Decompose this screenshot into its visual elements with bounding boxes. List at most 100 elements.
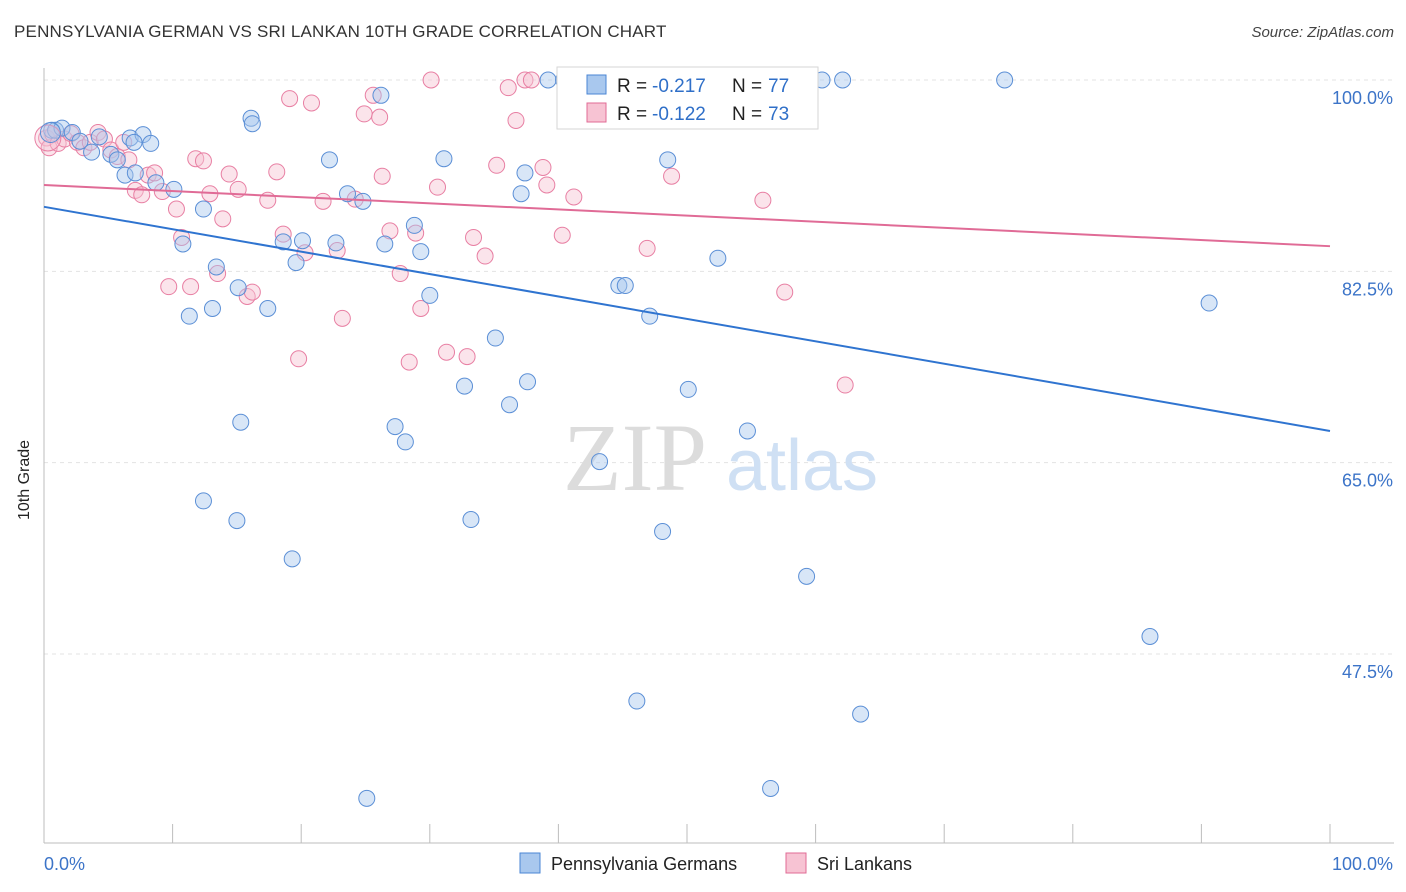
point-pennsylvania-germans (519, 373, 537, 391)
point-pennsylvania-germans (539, 71, 557, 89)
stats-legend-r-label: R = (617, 76, 647, 97)
y-tick-label: 82.5% (1342, 279, 1393, 299)
point-pennsylvania-germans (47, 121, 65, 139)
point-pennsylvania-germans (405, 216, 423, 234)
point-sri-lankans (281, 90, 299, 108)
point-pennsylvania-germans (501, 396, 519, 414)
point-pennsylvania-germans (180, 307, 198, 325)
point-pennsylvania-germans (274, 233, 292, 251)
point-pennsylvania-germans (738, 422, 756, 440)
point-pennsylvania-germans (142, 134, 160, 152)
point-sri-lankans (429, 178, 447, 196)
point-pennsylvania-germans (421, 286, 439, 304)
point-pennsylvania-germans (486, 329, 504, 347)
stats-legend-swatch-blue (586, 74, 607, 95)
stats-legend-n-value: 73 (768, 104, 789, 125)
legend-swatch-sri-lankans (785, 852, 807, 874)
point-sri-lankans (290, 350, 308, 368)
point-sri-lankans (400, 353, 418, 371)
point-pennsylvania-germans (386, 418, 404, 436)
y-tick-labels: 100.0% 82.5% 65.0% 47.5% (1332, 88, 1393, 682)
point-pennsylvania-germans (90, 128, 108, 146)
point-sri-lankans (412, 300, 430, 318)
point-pennsylvania-germans (412, 243, 430, 261)
point-sri-lankans (40, 139, 58, 157)
trend-lines (43, 183, 1331, 432)
point-pennsylvania-germans (194, 200, 212, 218)
point-sri-lankans (465, 228, 483, 246)
stats-legend-r-value: -0.122 (652, 104, 706, 125)
x-tick-labels: 0.0% 100.0% (44, 854, 1393, 874)
x-tick-label: 100.0% (1332, 854, 1393, 874)
point-sri-lankans (102, 141, 120, 159)
point-sri-lankans (173, 228, 191, 246)
point-sri-lankans (458, 348, 476, 366)
point-sri-lankans (209, 265, 227, 283)
point-pennsylvania-germans (852, 705, 870, 723)
point-pennsylvania-germans (39, 121, 61, 143)
point-pennsylvania-germans (53, 119, 71, 137)
point-sri-lankans (243, 283, 261, 301)
point-pennsylvania-germans (207, 258, 225, 276)
stats-legend-swatch-pink (586, 102, 607, 123)
point-sri-lankans (373, 167, 391, 185)
point-pennsylvania-germans (628, 692, 646, 710)
point-pennsylvania-germans (147, 174, 165, 192)
point-pennsylvania-germans (203, 300, 221, 318)
trend-line-sri-lankans (43, 183, 1331, 248)
point-pennsylvania-germans (320, 151, 338, 169)
point-pennsylvania-germans (512, 185, 530, 203)
y-tick-label: 100.0% (1332, 88, 1393, 108)
source-label: Source: ZipAtlas.com (1251, 24, 1394, 41)
point-pennsylvania-germans (283, 550, 301, 568)
point-sri-lankans (565, 188, 583, 206)
x-tick-label: 0.0% (44, 854, 85, 874)
axes (43, 68, 1394, 844)
point-sri-lankans (776, 283, 794, 301)
stats-legend-r-value: -0.217 (652, 76, 706, 97)
point-sri-lankans (836, 376, 854, 394)
point-pennsylvania-germans (327, 234, 345, 252)
point-sri-lankans (302, 94, 320, 112)
point-pennsylvania-germans (293, 232, 311, 250)
point-sri-lankans (314, 192, 332, 210)
point-sri-lankans (507, 111, 525, 129)
point-pennsylvania-germans (834, 71, 852, 89)
point-pennsylvania-germans (616, 277, 634, 295)
point-sri-lankans (422, 71, 440, 89)
legend-label-pennsylvania-germans: Pennsylvania Germans (551, 854, 737, 874)
point-pennsylvania-germans (242, 109, 260, 127)
stats-legend-n-label: N = (732, 76, 762, 97)
point-sri-lankans (553, 226, 571, 244)
point-sri-lankans (538, 176, 556, 194)
point-pennsylvania-germans (376, 235, 394, 253)
point-pennsylvania-germans (654, 523, 672, 541)
point-pennsylvania-germans (798, 567, 816, 585)
point-pennsylvania-germans (194, 492, 212, 510)
point-sri-lankans (34, 124, 62, 152)
point-pennsylvania-germans (591, 453, 609, 471)
trend-line-pennsylvania-germans (43, 205, 1331, 432)
point-pennsylvania-germans (83, 143, 101, 161)
point-pennsylvania-germans (610, 277, 628, 295)
point-sri-lankans (488, 156, 506, 174)
point-sri-lankans (516, 71, 534, 89)
point-sri-lankans (220, 165, 238, 183)
legend-label-sri-lankans: Sri Lankans (817, 854, 912, 874)
point-sri-lankans (754, 191, 772, 209)
point-pennsylvania-germans (228, 512, 246, 530)
point-pennsylvania-germans (462, 511, 480, 529)
watermark: ZIP atlas (563, 404, 878, 511)
stats-legend-n-value: 77 (768, 76, 789, 97)
point-pennsylvania-germans (762, 779, 780, 797)
point-pennsylvania-germans (126, 164, 144, 182)
point-pennsylvania-germans (71, 132, 89, 150)
point-pennsylvania-germans (1200, 294, 1218, 312)
data-points (34, 71, 1218, 807)
grid-lines (44, 79, 1394, 655)
bottom-legend: Pennsylvania Germans Sri Lankans (519, 852, 912, 874)
watermark-atlas: atlas (726, 426, 878, 506)
point-sri-lankans (663, 167, 681, 185)
point-sri-lankans (355, 105, 373, 123)
